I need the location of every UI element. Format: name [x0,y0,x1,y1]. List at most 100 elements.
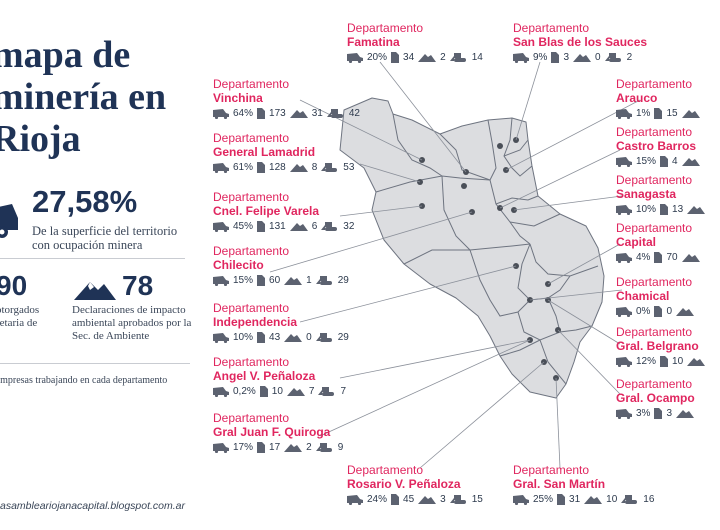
document-icon [257,331,266,345]
department-prefix: Departamento [513,463,590,477]
occupation-percentage: 24% [367,494,388,505]
document-icon [551,51,560,65]
truck-icon [513,493,529,507]
truck-icon [213,331,229,345]
mountain-icon [284,331,303,345]
mountain-value: 7 [308,386,315,397]
document-icon [257,441,266,455]
occupation-percentage: 17% [233,442,254,453]
department-name: San Blas de los Sauces [513,35,648,49]
permits-count: 90 [0,270,28,301]
department-name: Gral Juan F. Quiroga [213,425,331,439]
department-card: Departamento Capital 4% 70 [616,222,700,265]
companies-value: 42 [348,108,360,119]
department-name: Gral. San Martín [513,477,606,491]
document-icon [257,107,266,121]
permits-description: otorgados retaria de [0,304,40,329]
mountain-icon [289,161,308,175]
department-stats: 64% 173 31 42 [213,107,360,121]
department-stats: 20% 34 2 14 [347,51,483,65]
truck-icon [213,385,229,399]
occupation-percentage: 4% [636,252,651,263]
department-stats: 45% 131 6 32 [213,220,354,234]
truck-icon [213,220,229,234]
document-icon [257,220,266,234]
department-card: Departamento Chilecito 15% 60 1 29 [213,245,349,288]
surface-percentage: 27,58% [32,184,138,219]
mountain-icon [573,51,592,65]
department-card: Departamento Gral. Ocampo 3% 3 [616,378,695,421]
department-card: Departamento Vinchina 64% 173 31 42 [213,78,360,121]
surface-description: De la superficie del territorio con ocup… [32,224,178,252]
bulldozer-icon [604,51,623,65]
truck-icon [213,107,229,121]
truck-icon [213,441,229,455]
department-name: Gral. Ocampo [616,391,695,405]
department-prefix: Departamento [213,131,290,145]
truck-icon [616,155,632,169]
department-stats: 25% 31 10 16 [513,493,654,507]
bulldozer-icon [449,493,468,507]
department-card: Departamento Gral Juan F. Quiroga 17% 17 2 9 [213,412,343,455]
department-card: Departamento Arauco 1% 15 [616,78,700,121]
department-prefix: Departamento [616,377,693,391]
department-prefix: Departamento [213,190,290,204]
mountain-value: 31 [311,108,323,119]
occupation-percentage: 61% [233,162,254,173]
department-stats: 10% 13 [616,203,706,217]
mountain-icon [681,107,700,121]
truck-icon [347,493,363,507]
companies-value: 15 [471,494,483,505]
department-card: Departamento Gral. Belgrano 12% 10 [616,325,706,369]
mountain-icon [676,407,695,421]
department-stats: 24% 45 3 15 [347,493,483,507]
mountain-value: 0 [306,332,312,343]
department-card: Departamento Famatina 20% 34 2 14 [347,22,483,65]
department-card: Departamento Independencia 10% 43 0 29 [213,302,349,345]
document-icon [257,161,266,175]
department-prefix: Departamento [616,221,693,235]
department-name: Gral. Belgrano [616,339,699,353]
map-title: mapa de minería en Rioja [0,34,192,160]
occupation-percentage: 1% [636,108,651,119]
mountain-icon [418,493,437,507]
permits-value: 3 [563,52,570,63]
mountain-icon [286,385,305,399]
env-declarations-count: 78 [122,270,154,301]
document-icon [391,493,400,507]
department-stats: 10% 43 0 29 [213,331,349,345]
document-icon [654,305,663,319]
companies-value: 29 [337,275,349,286]
department-prefix: Departamento [616,275,693,289]
footer-url[interactable]: asambleariojanacapital.blogspot.com.ar [0,500,186,512]
department-prefix: Departamento [213,411,290,425]
permits-value: 4 [672,156,678,167]
mountain-icon [284,441,303,455]
divider [0,258,185,259]
permits-value: 15 [666,108,678,119]
department-stats: 15% 4 [616,155,700,169]
env-declarations-description: Declaraciones de impacto ambiental aprob… [72,304,192,342]
permits-value: 43 [269,332,281,343]
department-prefix: Departamento [616,325,693,339]
bulldozer-icon [449,51,468,65]
document-icon [660,203,669,217]
department-name: Angel V. Peñaloza [213,369,316,383]
mountain-icon [418,51,437,65]
department-prefix: Departamento [616,173,693,187]
dept-marker [461,183,467,189]
truck-icon [616,107,632,121]
occupation-percentage: 10% [636,204,657,215]
mountain-value: 2 [306,442,312,453]
document-icon [660,155,669,169]
occupation-percentage: 9% [533,52,548,63]
permits-value: 10 [672,356,684,367]
department-prefix: Departamento [347,21,424,35]
document-icon [654,107,663,121]
department-card: Departamento San Blas de los Sauces 9% 3 0 2 [513,22,647,65]
mountain-value: 8 [311,162,318,173]
department-stats: 9% 3 0 2 [513,51,647,65]
permits-value: 3 [666,408,673,419]
document-icon [391,51,400,65]
mountain-icon [289,107,308,121]
